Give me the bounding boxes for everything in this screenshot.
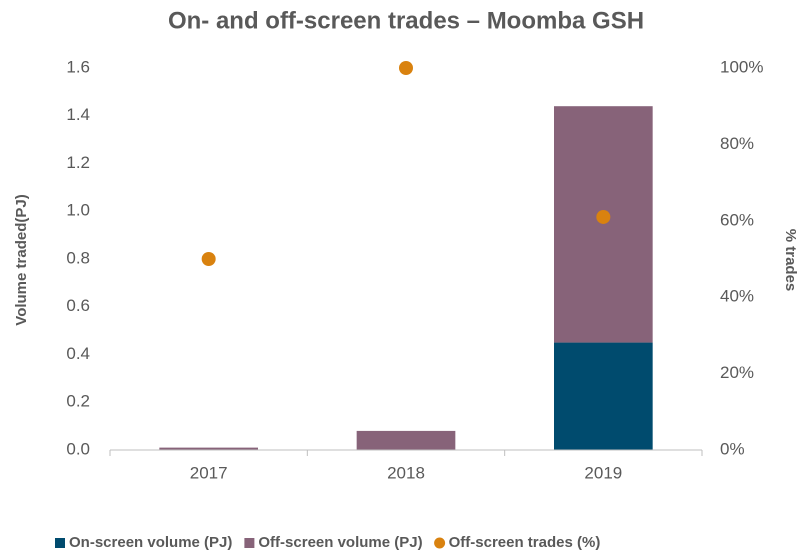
scatter-point [596, 209, 611, 224]
y2-tick-label: 80% [720, 134, 754, 153]
y-tick-label: 0.2 [66, 392, 90, 411]
bar [554, 342, 653, 450]
scatter-point [201, 252, 216, 266]
y2-axis-title: % trades [782, 229, 799, 292]
y2-tick-label: 60% [720, 210, 754, 229]
y2-tick-label: 20% [720, 363, 754, 382]
y-tick-label: 1.6 [66, 57, 90, 76]
x-tick-label: 2019 [584, 463, 622, 482]
legend-label: On-screen volume (PJ) [69, 534, 232, 551]
y-tick-label: 1.0 [66, 201, 90, 220]
y-tick-label: 0.8 [66, 248, 90, 267]
legend-label: Off-screen volume (PJ) [258, 534, 422, 551]
legend-marker [434, 537, 446, 549]
y-axis-title: Volume traded(PJ) [13, 194, 30, 325]
y-tick-label: 1.2 [66, 153, 90, 172]
y-tick-label: 0.0 [66, 439, 90, 458]
scatter-point [399, 61, 413, 75]
legend-label: Off-screen trades (%) [449, 534, 601, 551]
y-tick-label: 0.4 [66, 344, 90, 363]
y-tick-label: 1.4 [66, 105, 90, 124]
legend-marker [55, 538, 65, 548]
legend-marker [244, 538, 255, 548]
bar [159, 447, 258, 450]
y2-tick-label: 100% [720, 57, 763, 76]
x-tick-label: 2018 [387, 463, 425, 482]
x-tick-label: 2017 [190, 463, 228, 482]
y2-tick-label: 40% [720, 287, 754, 306]
bar [356, 430, 456, 450]
chart-title: On- and off-screen trades – Moomba GSH [168, 7, 644, 34]
y-tick-label: 0.6 [66, 296, 90, 315]
bar [554, 106, 653, 343]
y2-tick-label: 0% [720, 439, 745, 458]
